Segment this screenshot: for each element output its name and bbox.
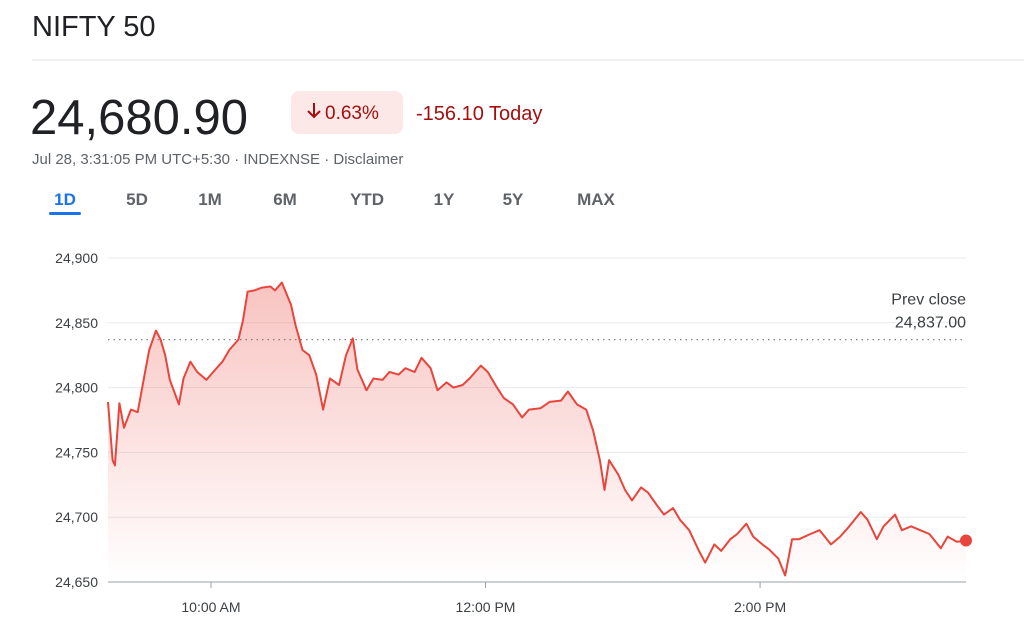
price-line	[107, 281, 967, 577]
active-tab-underline	[49, 212, 81, 215]
range-tab[interactable]: MAX	[577, 190, 615, 209]
price-chart: 24,650 24,700 24,750 24,800 24,850 24,900 10:0…	[55, 250, 972, 615]
range-tab[interactable]: 5Y	[503, 190, 524, 209]
prev-close-label: Prev close	[891, 292, 966, 309]
x-tick-label: 2:00 PM	[734, 599, 786, 615]
y-tick-label: 24,700	[55, 509, 98, 525]
area-fill	[108, 282, 966, 582]
down-arrow-icon	[307, 103, 321, 119]
x-tick-label: 12:00 PM	[456, 599, 516, 615]
range-tab[interactable]: 1Y	[434, 190, 455, 209]
range-tab[interactable]: YTD	[350, 190, 384, 209]
range-tabs: 1D 5D 1M 6M YTD 1Y 5Y MAX	[49, 190, 616, 215]
range-tab[interactable]: 1D	[54, 190, 76, 209]
prev-close-value: 24,837.00	[895, 315, 966, 332]
range-tab[interactable]: 1M	[198, 190, 222, 209]
change-amount: -156.10 Today	[416, 103, 542, 125]
index-title: NIFTY 50	[32, 11, 156, 43]
change-badge	[291, 91, 403, 134]
y-tick-label: 24,650	[55, 574, 98, 590]
y-tick-label: 24,900	[55, 250, 98, 266]
y-tick-label: 24,850	[55, 315, 98, 331]
range-tab[interactable]: 5D	[126, 190, 148, 209]
y-tick-label: 24,800	[55, 380, 98, 396]
x-tick-label: 10:00 AM	[181, 599, 240, 615]
quote-meta: Jul 28, 3:31:05 PM UTC+5:30 · INDEXNSE ·…	[32, 151, 403, 168]
change-percent: 0.63%	[325, 103, 379, 124]
last-point	[960, 534, 972, 547]
y-tick-label: 24,750	[55, 444, 98, 460]
range-tab[interactable]: 6M	[273, 190, 297, 209]
price: 24,680.90	[30, 91, 248, 145]
